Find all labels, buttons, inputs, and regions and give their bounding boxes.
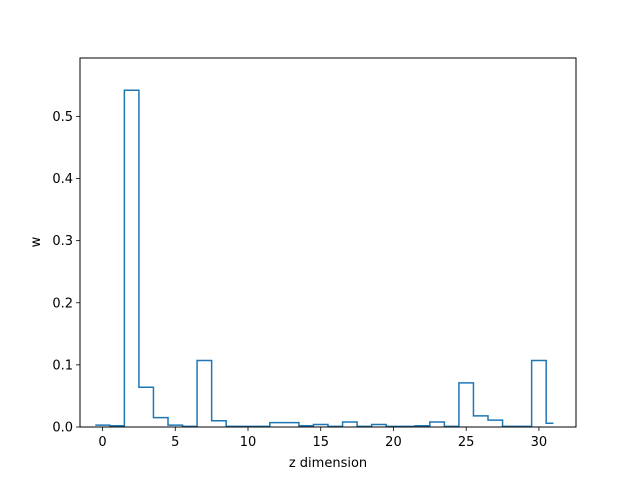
y-tick-label: 0.2 [52,296,73,311]
x-axis-label: z dimension [289,456,367,471]
x-tick-label: 0 [98,435,106,450]
plot-area [95,89,554,428]
x-tick-label: 20 [385,435,402,450]
x-tick-label: 25 [458,435,475,450]
axes-frame [79,57,577,428]
x-tick-label: 30 [531,435,548,450]
x-tick-label: 10 [240,435,257,450]
y-axis-label: w [29,236,44,247]
x-axis-ticks: 0 5 10 15 20 25 30 [98,427,547,450]
y-axis-ticks: 0.0 0.1 0.2 0.3 0.4 0.5 [52,110,80,436]
y-tick-label: 0.1 [52,358,73,373]
x-tick-label: 15 [312,435,329,450]
y-tick-label: 0.5 [52,110,73,125]
x-tick-label: 5 [171,435,179,450]
y-tick-label: 0.3 [52,234,73,249]
series-step-line [95,89,554,428]
y-tick-label: 0.0 [52,421,73,436]
y-tick-label: 0.4 [52,172,73,187]
